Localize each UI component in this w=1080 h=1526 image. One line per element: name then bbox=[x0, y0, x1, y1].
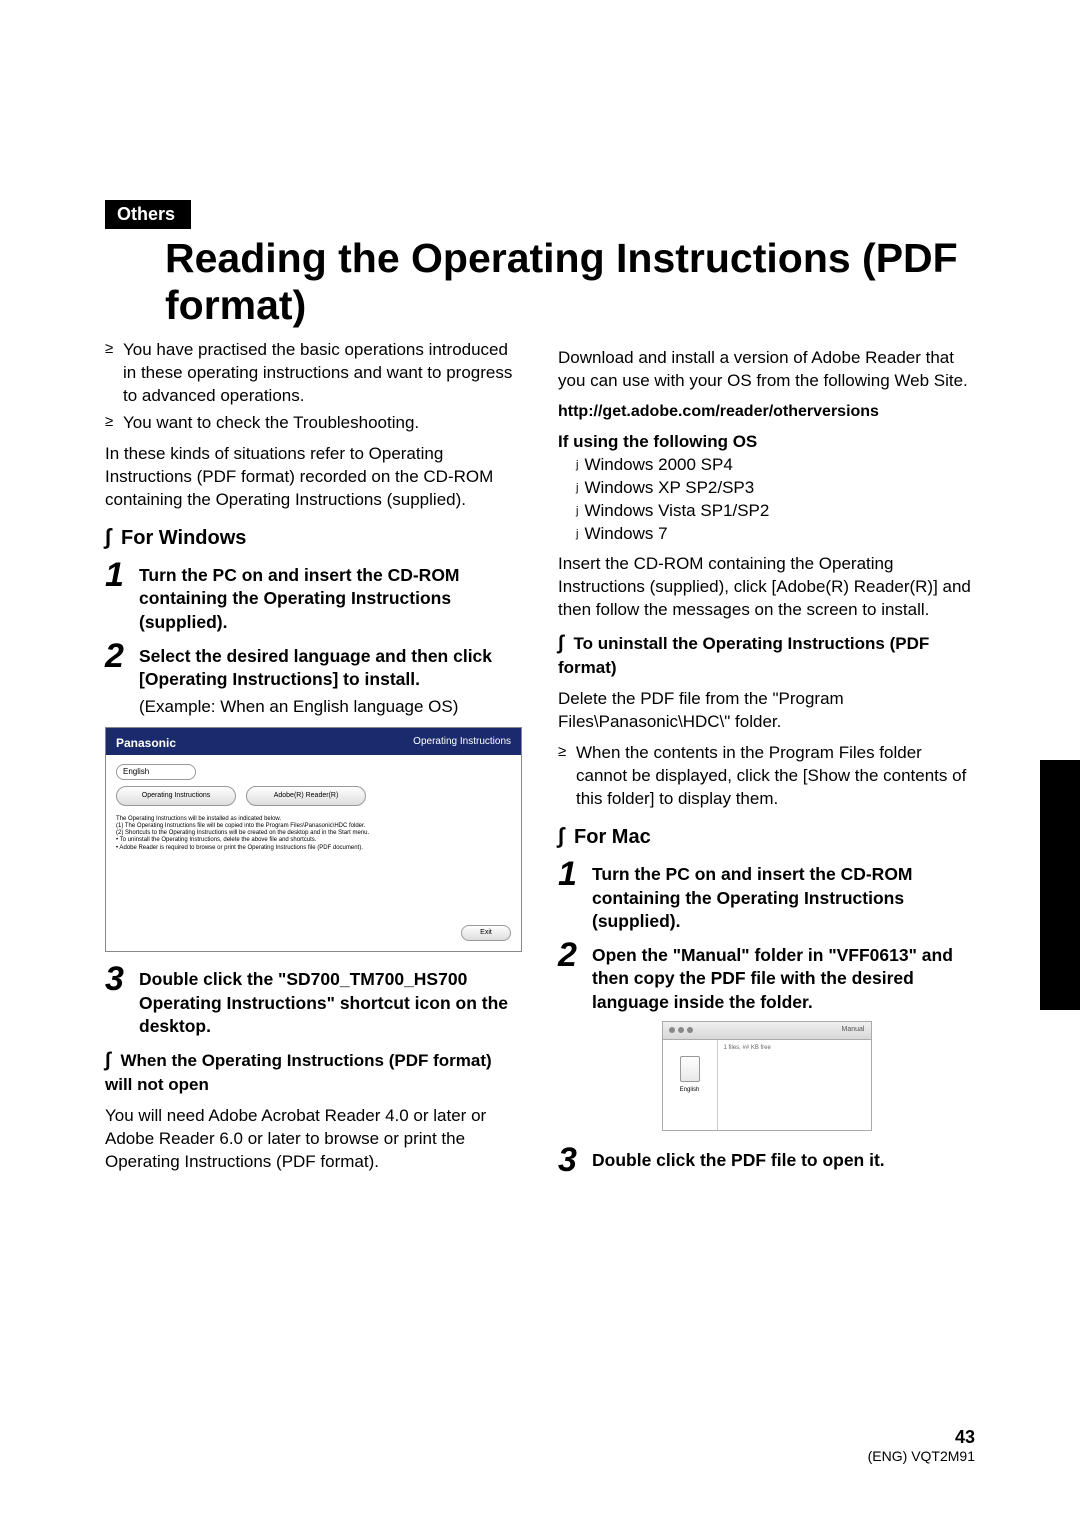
uninstall-bullet: When the contents in the Program Files f… bbox=[558, 742, 975, 811]
not-open-text: You will need Adobe Acrobat Reader 4.0 o… bbox=[105, 1105, 522, 1174]
finder-details: 1 files, ## KB free bbox=[718, 1040, 871, 1130]
mac-finder-screenshot: Manual English 1 files, ## KB free bbox=[662, 1021, 872, 1131]
step-text: Turn the PC on and insert the CD-ROM con… bbox=[139, 558, 522, 635]
right-column: Download and install a version of Adobe … bbox=[558, 339, 975, 1181]
step-number: 2 bbox=[558, 938, 584, 972]
pdf-filename: English bbox=[663, 1086, 717, 1094]
step-note: (Example: When an English language OS) bbox=[139, 696, 522, 719]
installer-smalltext: The Operating Instructions will be insta… bbox=[116, 816, 511, 852]
os-item: Windows XP SP2/SP3 bbox=[576, 477, 975, 500]
step-number: 1 bbox=[558, 857, 584, 891]
window-dot bbox=[687, 1027, 693, 1033]
adobe-intro: Download and install a version of Adobe … bbox=[558, 347, 975, 393]
exit-button: Exit bbox=[461, 925, 511, 941]
step-text: Double click the PDF file to open it. bbox=[592, 1143, 885, 1173]
installer-screenshot: Panasonic Operating Instructions English… bbox=[105, 727, 522, 952]
adobe-reader-button: Adobe(R) Reader(R) bbox=[246, 786, 366, 806]
page-title: Reading the Operating Instructions (PDF … bbox=[105, 235, 975, 329]
side-tab bbox=[1040, 760, 1080, 1010]
language-dropdown: English bbox=[116, 764, 196, 780]
step-number: 2 bbox=[105, 639, 131, 673]
finder-title: Manual bbox=[842, 1025, 865, 1034]
intro-paragraph: In these kinds of situations refer to Op… bbox=[105, 443, 522, 512]
uninstall-text: Delete the PDF file from the "Program Fi… bbox=[558, 688, 975, 734]
step-text: Open the "Manual" folder in "VFF0613" an… bbox=[592, 938, 975, 1015]
os-item: Windows Vista SP1/SP2 bbox=[576, 500, 975, 523]
doc-code: (ENG) VQT2M91 bbox=[868, 1448, 975, 1464]
os-line: If using the following OS bbox=[558, 431, 975, 454]
step-text: Turn the PC on and insert the CD-ROM con… bbox=[592, 857, 975, 934]
page-footer: 43 (ENG) VQT2M91 bbox=[868, 1427, 975, 1464]
intro-bullet: You want to check the Troubleshooting. bbox=[105, 412, 522, 435]
insert-text: Insert the CD-ROM containing the Operati… bbox=[558, 553, 975, 622]
step-number: 1 bbox=[105, 558, 131, 592]
os-item: Windows 2000 SP4 bbox=[576, 454, 975, 477]
intro-bullet: You have practised the basic operations … bbox=[105, 339, 522, 408]
pdf-icon bbox=[680, 1056, 700, 1082]
step-text: Double click the "SD700_TM700_HS700 Oper… bbox=[139, 962, 522, 1039]
step-number: 3 bbox=[558, 1143, 584, 1177]
os-item: Windows 7 bbox=[576, 523, 975, 546]
op-label: Operating Instructions bbox=[413, 735, 511, 749]
windows-heading: For Windows bbox=[105, 522, 522, 552]
step-number: 3 bbox=[105, 962, 131, 996]
section-label: Others bbox=[105, 200, 191, 229]
step-text: Select the desired language and then cli… bbox=[139, 639, 522, 692]
adobe-url: http://get.adobe.com/reader/otherversion… bbox=[558, 401, 975, 423]
uninstall-heading: To uninstall the Operating Instructions … bbox=[558, 630, 975, 680]
page-number: 43 bbox=[868, 1427, 975, 1448]
left-column: You have practised the basic operations … bbox=[105, 339, 522, 1181]
mac-heading: For Mac bbox=[558, 821, 975, 851]
window-dot bbox=[669, 1027, 675, 1033]
op-instructions-button: Operating Instructions bbox=[116, 786, 236, 806]
not-open-heading: When the Operating Instructions (PDF for… bbox=[105, 1047, 522, 1097]
window-dot bbox=[678, 1027, 684, 1033]
brand-label: Panasonic bbox=[116, 735, 176, 751]
